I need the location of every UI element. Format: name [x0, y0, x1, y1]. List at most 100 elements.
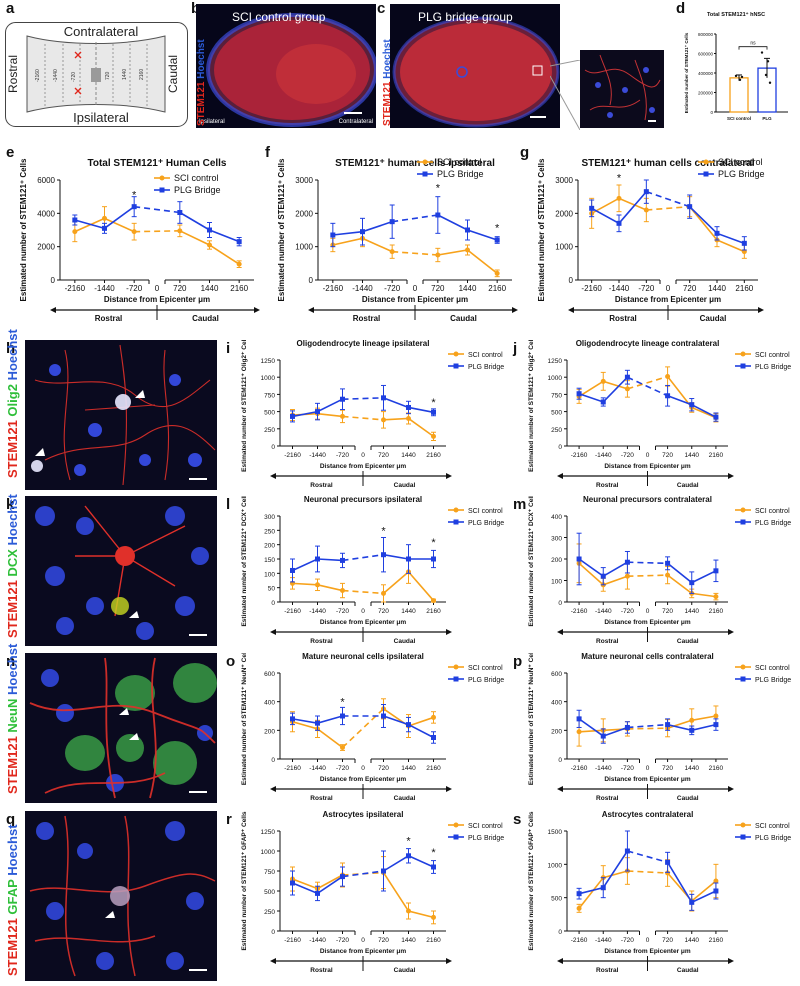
- y-tick-label: 0: [271, 444, 275, 451]
- caudal-label: Caudal: [192, 314, 219, 323]
- legend-sci-marker: [740, 822, 746, 828]
- plg-bridge-section-image: PLG bridge group: [390, 4, 560, 128]
- plg-bridge-line-gap: [627, 723, 668, 729]
- chart-title: Astrocytes contralateral: [602, 811, 694, 819]
- y-tick-label: 0: [309, 276, 314, 285]
- plg-bridge-point: [290, 413, 295, 419]
- plg-bridge-point: [624, 848, 630, 854]
- schematic-pos-6: 2160: [139, 69, 145, 80]
- arrow-head-left: [557, 629, 563, 635]
- x-tick-label: 1440: [685, 452, 700, 459]
- arrow-head-left: [270, 629, 276, 635]
- chart-title: Total STEM121⁺ hNSC: [707, 11, 765, 18]
- chart-title: Astrocytes ipsilateral: [323, 811, 404, 819]
- sci-control-point: [406, 908, 411, 914]
- x-zero-label: 0: [361, 765, 365, 772]
- arrow-head-left: [557, 473, 563, 479]
- x-tick-label: -2160: [284, 765, 301, 772]
- legend-plg-marker: [159, 187, 165, 193]
- legend-sci-label: SCI control: [437, 157, 482, 167]
- x-tick-label: -1440: [309, 937, 326, 944]
- legend-sci-label: SCI control: [468, 665, 503, 672]
- sci-control-line-gap: [392, 250, 438, 256]
- y-tick-label: 2000: [555, 209, 573, 218]
- plg-bridge-point: [713, 568, 719, 574]
- x-axis-title: Distance from Epicenter μm: [320, 948, 407, 955]
- x-tick-label: -2160: [571, 608, 588, 615]
- x-tick-label: -720: [336, 937, 349, 944]
- significance-bracket: [738, 46, 768, 50]
- arrow-head-right: [512, 307, 518, 313]
- schematic-rostral: Rostral: [6, 55, 20, 93]
- significance-star: *: [495, 223, 500, 235]
- plg-bridge-point: [576, 891, 582, 897]
- y-tick-label: 500: [551, 896, 562, 903]
- sci-control-line-gap: [342, 415, 384, 421]
- legend-sci-marker: [159, 175, 165, 181]
- gfap-micrograph: [25, 811, 217, 981]
- significance-star: *: [436, 183, 441, 195]
- plg-bridge-line-gap: [342, 397, 384, 401]
- bar: [729, 77, 749, 113]
- sci-control-point: [576, 729, 582, 735]
- legend-plg-marker: [740, 834, 746, 840]
- neuronal-precursors-contralateral-chart: Neuronal precursors contralateral 0 100 200…: [528, 496, 791, 645]
- y-tick-label: 0: [271, 600, 275, 607]
- plg-bridge-point: [381, 552, 386, 558]
- schematic-pos-3: -720: [71, 72, 77, 82]
- plg-bridge-point: [616, 220, 622, 226]
- y-tick-label: 0: [271, 757, 275, 764]
- x-tick-label: 1440: [401, 765, 416, 772]
- caudal-label: Caudal: [700, 314, 727, 323]
- y-tick-label: 3000: [295, 176, 313, 185]
- spinal-cord-schematic: Contralateral Ipsilateral Rostral Caudal…: [5, 22, 188, 127]
- x-tick-label: 720: [662, 608, 673, 615]
- plg-bridge-point: [687, 204, 693, 210]
- y-tick-label: 1000: [548, 862, 563, 869]
- sci-control-point: [689, 717, 695, 723]
- arrow-head-right: [446, 786, 452, 792]
- plg-bridge-point: [713, 722, 719, 728]
- schematic-caudal: Caudal: [166, 55, 180, 93]
- significance-star: *: [431, 537, 436, 549]
- panel-letter-i: i: [226, 340, 231, 357]
- x-tick-label: 2160: [426, 765, 441, 772]
- plg-bridge-point: [689, 402, 695, 408]
- plg-bridge-point: [665, 393, 671, 399]
- x-tick-label: -1440: [309, 452, 326, 459]
- x-tick-label: -720: [336, 452, 349, 459]
- y-tick-label: 200: [264, 728, 275, 735]
- x-tick-label: 1440: [201, 284, 219, 293]
- y-tick-label: 1500: [548, 829, 563, 836]
- data-point: [764, 73, 768, 77]
- arrow-head-right: [446, 958, 452, 964]
- plg-bridge-line-gap: [646, 190, 690, 208]
- sci-control-point: [713, 878, 719, 884]
- arrow-head-right: [446, 629, 452, 635]
- legend-sci-marker: [422, 159, 428, 165]
- y-tick-label: 3000: [555, 176, 573, 185]
- caudal-label: Caudal: [394, 795, 416, 802]
- arrow-head-left: [270, 473, 276, 479]
- plg-bridge-point: [389, 219, 395, 225]
- y-axis-title: Estimated number of STEM121⁺ Cells: [684, 32, 689, 113]
- sci-control-line-gap: [627, 574, 668, 577]
- sci-control-point: [665, 572, 671, 578]
- legend-plg-label: PLG Bridge: [755, 520, 791, 527]
- x-tick-label: -2160: [571, 452, 588, 459]
- sci-control-point: [131, 229, 137, 235]
- plg-bridge-point: [713, 414, 719, 420]
- schematic-pos-2: -1440: [53, 69, 59, 82]
- schematic-ipsilateral: Ipsilateral: [73, 110, 129, 125]
- sci-control-line-gap: [627, 727, 668, 730]
- x-tick-label: 1440: [401, 937, 416, 944]
- caudal-label: Caudal: [394, 967, 416, 974]
- significance-label: ns: [750, 41, 756, 47]
- arrow-head-right: [758, 307, 764, 313]
- significance-star: *: [340, 696, 345, 708]
- plg-bridge-point: [381, 713, 386, 719]
- x-zero-label: 0: [666, 284, 671, 293]
- caudal-label: Caudal: [394, 482, 416, 489]
- x-tick-label: -720: [336, 608, 349, 615]
- panel-letter-l: l: [226, 496, 231, 513]
